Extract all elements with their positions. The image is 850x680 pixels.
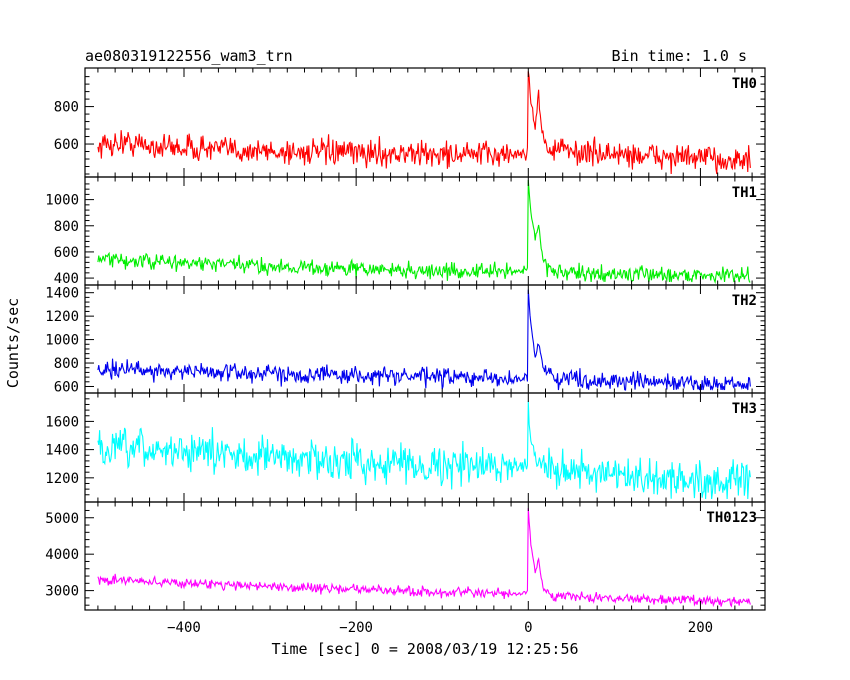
x-axis: −400 −200 0 200 — [167, 620, 713, 636]
y-tick-label: 1400 — [45, 286, 79, 302]
panel-label: TH1 — [732, 185, 757, 201]
lightcurve-th0123 — [97, 508, 751, 608]
panel-label: TH2 — [732, 293, 757, 309]
x-tick-label: 200 — [688, 620, 713, 636]
x-tick-label: −400 — [167, 620, 201, 636]
panel-th3: 1200 1400 1600 TH3 — [45, 392, 766, 503]
chart-title: ae080319122556_wam3_trn — [85, 47, 293, 65]
panel-label: TH3 — [732, 401, 757, 417]
y-tick-label: 800 — [54, 219, 79, 235]
x-tick-label: −200 — [339, 620, 373, 636]
panel-th0123: 3000 4000 5000 TH0123 — [45, 501, 766, 611]
panel-th0: 600 800 TH0 — [54, 67, 766, 178]
y-tick-label: 1200 — [45, 471, 79, 487]
bin-time-label: Bin time: 1.0 s — [612, 47, 747, 65]
y-tick-label: 1400 — [45, 443, 79, 459]
y-tick-label: 400 — [54, 271, 79, 287]
y-tick-label: 1200 — [45, 309, 79, 325]
lightcurve-th1 — [97, 179, 751, 285]
panel-th2: 600 800 1000 1200 1400 TH2 — [45, 284, 766, 395]
y-tick-label: 600 — [54, 245, 79, 261]
panel-frame — [84, 501, 766, 611]
panel-frame — [84, 67, 766, 178]
y-tick-label: 800 — [54, 356, 79, 372]
panel-frame — [84, 176, 766, 286]
y-axis-label: Counts/sec — [4, 298, 22, 388]
y-tick-label: 600 — [54, 379, 79, 395]
lightcurve-th3 — [97, 401, 751, 500]
panel-label: TH0123 — [706, 510, 757, 526]
y-tick-label: 3000 — [45, 584, 79, 600]
y-tick-label: 1600 — [45, 414, 79, 430]
y-tick-label: 1000 — [45, 193, 79, 209]
lightcurve-th2 — [97, 289, 751, 391]
y-tick-label: 5000 — [45, 511, 79, 527]
x-axis-label: Time [sec] 0 = 2008/03/19 12:25:56 — [271, 640, 578, 658]
y-tick-label: 600 — [54, 137, 79, 153]
y-tick-label: 800 — [54, 100, 79, 116]
lightcurve-th0 — [97, 71, 751, 175]
y-tick-label: 4000 — [45, 547, 79, 563]
y-tick-label: 1000 — [45, 333, 79, 349]
x-tick-label: 0 — [524, 620, 532, 636]
panel-label: TH0 — [732, 76, 757, 92]
panel-th1: 400 600 800 1000 TH1 — [45, 176, 766, 287]
